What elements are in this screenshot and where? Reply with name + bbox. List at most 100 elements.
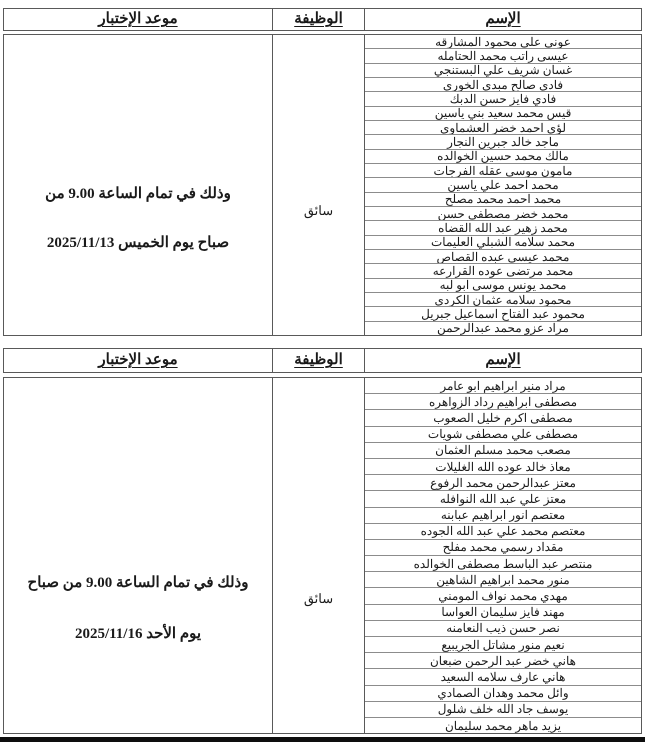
name-row: معتز علي عبد الله النوافله (365, 491, 641, 508)
name-row: منتصر عبد الباسط مصطفى الخوالده (365, 556, 641, 573)
table-2-column-header-job: الوظيفة (272, 349, 365, 372)
column-header-job-label: الوظيفة (294, 11, 343, 27)
schedule-line-1: وذلك في تمام الساعة 9.00 من صباح (27, 574, 249, 591)
schedule-line-1: وذلك في تمام الساعة 9.00 من (45, 186, 231, 202)
name-row: محمد احمد علي ياسين (365, 178, 641, 193)
candidate-name: معتز عبدالرحمن محمد الرفوع (430, 475, 576, 490)
name-row: محمد يونس موسى ابو لبه (365, 279, 641, 293)
name-row: فادي صالح مبدي الخوري (365, 77, 641, 93)
column-header-job-label: الوظيفة (294, 352, 343, 368)
candidate-name: مصطفى علي مصطفى شويات (427, 427, 579, 442)
table-1-column-header-name: الإسم (365, 9, 641, 30)
table-1-header-row: الإسم الوظيفة موعد الإختبار (3, 8, 642, 31)
candidate-name: مهند فايز سليمان العواسا (441, 605, 565, 620)
name-row: ماجد خالد جبرين النجار (365, 135, 641, 150)
next-table-top-border (0, 737, 645, 742)
table-2-column-header-name: الإسم (365, 349, 641, 372)
name-row: مراد منير ابراهيم ابو عامر (365, 378, 641, 395)
name-row: نصر حسن ذيب النعامنه (365, 621, 641, 637)
name-row: هاني خضر عبد الرحمن ضبعان (365, 653, 641, 670)
candidate-name: مهدي محمد نواف المومني (438, 589, 568, 604)
name-row: مصطفى اكرم خليل الصعوب (365, 410, 641, 427)
name-row: منور محمد ابراهيم الشاهين (365, 572, 641, 589)
candidate-name: غسان شريف علي البستنجي (433, 63, 573, 78)
candidate-name: محمد مرتضى عوده القرارعه (432, 264, 574, 278)
name-row: مصطفى علي مصطفى شويات (365, 427, 641, 443)
name-row: محمد احمد محمد مصلح (365, 193, 641, 207)
candidate-name: مراد منير ابراهيم ابو عامر (440, 378, 566, 393)
table-1-column-header-date: موعد الإختبار (4, 9, 272, 30)
name-row: محمد زهير عبد الله القضاه (365, 221, 641, 236)
column-header-date-label: موعد الإختبار (98, 11, 178, 27)
candidate-name: محمد احمد محمد مصلح (444, 192, 562, 207)
name-row: معتز عبدالرحمن محمد الرفوع (365, 475, 641, 492)
candidate-name: فادي فايز حسن الدبك (449, 92, 557, 106)
name-row: محمد عيسى عبده القصاص (365, 249, 641, 265)
candidate-name: ماجد خالد جبرين النجار (447, 135, 559, 149)
name-row: معتصم محمد علي عبد الله الجوده (365, 524, 641, 540)
name-row: مهدي محمد نواف المومني (365, 588, 641, 605)
name-row: محمد سلامه الشبلي العليمات (365, 236, 641, 250)
candidate-name: فادي صالح مبدي الخوري (442, 77, 564, 92)
name-row: محمد خضر مصطفى حسن (365, 207, 641, 222)
candidate-name: وائل محمد وهدان الصمادي (437, 686, 569, 701)
candidate-name: قيس محمد سعيد بني ياسين (434, 106, 572, 121)
name-row: غسان شريف علي البستنجي (365, 64, 641, 78)
name-row: معاذ خالد عوده الله الغليلات (365, 459, 641, 476)
candidate-name: عوني علي محمود المشارقه (435, 35, 571, 49)
schedule-line-2: يوم الأحد 2025/11/16 (74, 625, 202, 642)
candidate-name: نصر حسن ذيب النعامنه (446, 621, 560, 636)
candidate-name: محمد زهير عبد الله القضاه (438, 221, 568, 235)
job-label: سائق (303, 203, 334, 218)
candidate-name: معاذ خالد عوده الله الغليلات (435, 459, 571, 474)
name-row: مصعب محمد مسلم العثمان (365, 443, 641, 459)
name-row: نعيم منور مشاتل الجريبيع (365, 637, 641, 654)
schedule-line-2: صباح يوم الخميس 2025/11/13 (46, 235, 230, 251)
name-row: يوسف جاد الله خلف شلول (365, 702, 641, 718)
name-row: مراد عزو محمد عبدالرحمن (365, 322, 641, 335)
name-row: مالك محمد حسين الخوالده (365, 150, 641, 164)
candidate-name: مالك محمد حسين الخوالده (437, 149, 569, 164)
name-row: عيسى راتب محمد الحتامله (365, 49, 641, 64)
table-1-job-cell: سائق (272, 35, 365, 335)
table-2-job-cell: سائق (272, 378, 365, 733)
candidate-name: مصعب محمد مسلم العثمان (435, 443, 571, 458)
name-row: محمود عبد الفتاح اسماعيل جبريل (365, 307, 641, 322)
candidate-name: هاني عارف سلامه السعيد (440, 669, 566, 684)
candidate-name: منور محمد ابراهيم الشاهين (436, 572, 570, 587)
candidate-name: هاني خضر عبد الرحمن ضبعان (429, 653, 577, 668)
table-2-header-row: الإسم الوظيفة موعد الإختبار (3, 348, 642, 373)
job-label: سائق (303, 590, 334, 606)
table-1-column-header-job: الوظيفة (272, 9, 365, 30)
candidate-name: مراد عزو محمد عبدالرحمن (437, 321, 569, 335)
candidate-name: محمد احمد علي ياسين (447, 178, 559, 192)
name-row: مقداد رسمي محمد مفلح (365, 540, 641, 557)
name-row: مامون موسى عقله الفرجات (365, 163, 641, 179)
candidate-name: معتز علي عبد الله النوافله (439, 491, 567, 506)
candidate-name: لؤي احمد خضر العشماوي (440, 120, 566, 135)
candidate-name: معتصم انور ابراهيم عبابنه (440, 508, 566, 523)
name-row: مهند فايز سليمان العواسا (365, 605, 641, 621)
candidate-name: محمود عبد الفتاح اسماعيل جبريل (421, 307, 585, 321)
name-row: هاني عارف سلامه السعيد (365, 669, 641, 686)
candidate-name: مقداد رسمي محمد مفلح (442, 540, 564, 555)
name-row: محمد مرتضى عوده القرارعه (365, 264, 641, 279)
name-row: يزيد ماهر محمد سليمان (365, 718, 641, 733)
table-2-body: مراد منير ابراهيم ابو عامر مصطفى ابراهيم… (3, 377, 642, 734)
candidate-name: محمد سلامه الشبلي العليمات (430, 235, 576, 250)
table-2-names-column: مراد منير ابراهيم ابو عامر مصطفى ابراهيم… (365, 378, 641, 733)
name-row: عوني علي محمود المشارقه (365, 35, 641, 50)
candidate-name: مامون موسى عقله الفرجات (433, 163, 573, 178)
candidate-name: محمد عيسى عبده القصاص (436, 249, 570, 264)
name-row: قيس محمد سعيد بني ياسين (365, 107, 641, 121)
candidate-name: مصطفى ابراهيم رداد الزواهره (428, 394, 578, 409)
candidate-name: يزيد ماهر محمد سليمان (444, 718, 562, 733)
name-row: محمود سلامه عثمان الكردي (365, 293, 641, 308)
candidate-name: عيسى راتب محمد الحتامله (437, 49, 569, 63)
candidate-name: نعيم منور مشاتل الجريبيع (441, 637, 565, 652)
name-row: فادي فايز حسن الدبك (365, 92, 641, 107)
candidate-name: معتصم محمد علي عبد الله الجوده (420, 524, 586, 539)
table-1-exam-date-cell: وذلك في تمام الساعة 9.00 من صباح يوم الخ… (4, 35, 272, 335)
column-header-name-label: الإسم (485, 11, 521, 27)
